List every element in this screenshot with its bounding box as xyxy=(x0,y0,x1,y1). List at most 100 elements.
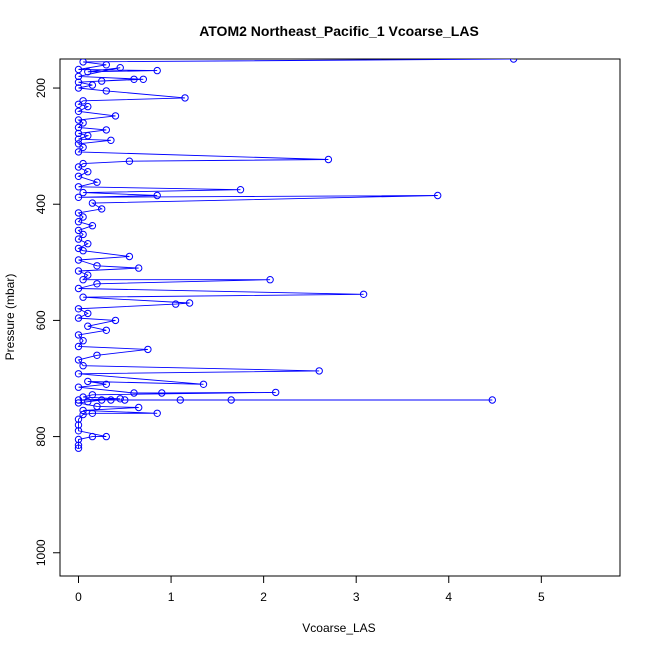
data-point xyxy=(74,396,83,404)
data-point xyxy=(74,331,83,339)
plot-frame xyxy=(59,58,621,577)
data-point xyxy=(84,168,92,176)
data-point xyxy=(93,178,101,186)
data-point xyxy=(79,213,87,221)
data-point xyxy=(102,432,111,441)
x-tick-label: 4 xyxy=(445,590,452,604)
series-group xyxy=(74,59,518,452)
data-point xyxy=(74,78,83,86)
y-tick-label: 200 xyxy=(34,78,48,98)
data-point xyxy=(93,402,101,411)
x-axis-label: Vcoarse_LAS xyxy=(302,621,375,635)
data-point xyxy=(135,264,143,272)
y-tick-label: 1000 xyxy=(34,539,48,566)
data-point xyxy=(84,132,92,140)
series-line xyxy=(76,59,514,449)
data-point xyxy=(74,435,83,444)
data-point xyxy=(84,102,92,111)
data-point xyxy=(84,271,92,279)
data-point xyxy=(107,136,115,145)
data-point xyxy=(74,140,83,148)
data-point xyxy=(324,155,333,164)
y-axis-label: Pressure (mbar) xyxy=(3,274,17,361)
data-point xyxy=(102,126,111,134)
data-point xyxy=(74,399,83,407)
data-point xyxy=(153,191,161,200)
data-point xyxy=(130,75,138,84)
data-point xyxy=(102,87,111,95)
data-point xyxy=(84,68,92,76)
data-point xyxy=(79,143,87,152)
data-point xyxy=(74,209,83,217)
data-point xyxy=(93,351,101,359)
data-point xyxy=(153,409,161,417)
x-tick-label: 0 xyxy=(75,590,82,604)
data-point xyxy=(121,396,129,404)
data-point xyxy=(74,383,83,391)
plot-area xyxy=(74,59,518,452)
data-point xyxy=(74,107,83,116)
data-point xyxy=(236,186,245,194)
data-point xyxy=(116,395,124,403)
data-point xyxy=(144,345,152,354)
x-tick-label: 3 xyxy=(353,590,360,604)
data-point xyxy=(74,427,83,435)
data-point xyxy=(79,119,87,127)
data-point xyxy=(176,396,185,404)
data-point xyxy=(79,188,87,197)
chart-title: ATOM2 Northeast_Pacific_1 Vcoarse_LAS xyxy=(199,23,479,39)
data-point xyxy=(266,276,274,284)
data-point xyxy=(74,256,83,264)
data-point xyxy=(84,322,92,330)
data-point xyxy=(116,64,124,72)
y-tick-label: 400 xyxy=(34,194,48,214)
data-point xyxy=(315,367,323,375)
data-point xyxy=(88,199,97,207)
data-point xyxy=(74,84,83,92)
data-point xyxy=(74,183,83,191)
data-point xyxy=(79,362,87,370)
data-point xyxy=(125,252,134,261)
data-point xyxy=(84,240,92,248)
data-point xyxy=(74,314,83,322)
data-point xyxy=(74,135,83,143)
data-point xyxy=(102,61,111,69)
data-point xyxy=(98,205,106,213)
data-point xyxy=(98,396,106,404)
data-point xyxy=(88,81,97,89)
data-point xyxy=(74,342,83,351)
data-point xyxy=(111,112,120,120)
data-point xyxy=(227,396,235,404)
data-point xyxy=(88,222,97,230)
data-point xyxy=(79,97,87,105)
data-point xyxy=(88,409,97,417)
data-point xyxy=(74,72,83,81)
data-point xyxy=(79,59,87,66)
data-point xyxy=(74,218,83,226)
data-point xyxy=(434,191,442,200)
y-tick-label: 800 xyxy=(34,426,48,446)
data-point xyxy=(74,305,83,313)
data-point xyxy=(158,389,166,397)
data-point xyxy=(139,75,148,84)
data-point xyxy=(84,309,92,318)
data-point xyxy=(125,157,134,165)
data-point xyxy=(79,406,87,415)
data-point xyxy=(79,293,87,301)
data-point xyxy=(74,444,83,452)
data-point xyxy=(172,300,180,308)
data-point xyxy=(84,398,92,406)
data-point xyxy=(74,148,83,156)
x-tick-label: 1 xyxy=(168,590,175,604)
data-point xyxy=(79,337,87,345)
data-point xyxy=(153,66,161,75)
data-point xyxy=(98,77,106,85)
data-point xyxy=(79,247,87,255)
y-axis: 200 400 600 800 1000 xyxy=(34,78,61,566)
data-point xyxy=(74,284,83,293)
data-point xyxy=(74,421,83,429)
data-point xyxy=(84,377,92,386)
data-point xyxy=(88,391,97,399)
data-point xyxy=(488,396,496,404)
data-point xyxy=(74,235,83,243)
